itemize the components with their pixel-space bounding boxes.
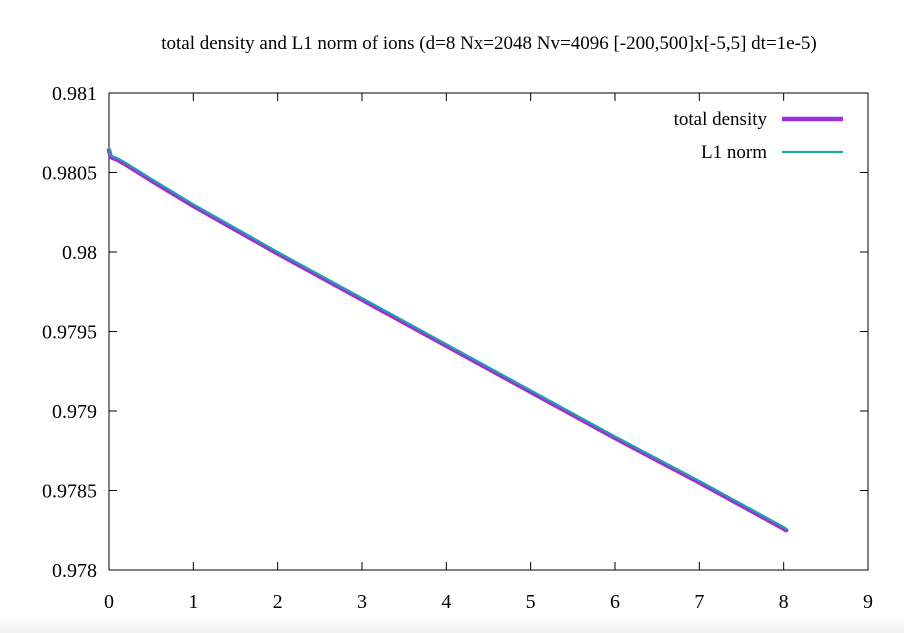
plot-area: 0 1 2 3 4 5 6 7 8 9 0.978 0.9785 0.979 0.9795 0.98 0.98…	[42, 83, 873, 613]
x-tick-label: 0	[104, 591, 114, 613]
x-tick-label: 7	[694, 591, 704, 613]
y-tick-label: 0.9805	[42, 163, 97, 185]
legend: total density L1 norm	[674, 109, 843, 163]
legend-label-l1-norm: L1 norm	[701, 142, 767, 163]
y-tick-label: 0.978	[52, 560, 97, 582]
chart-title: total density and L1 norm of ions (d=8 N…	[161, 33, 817, 54]
y-tick-label: 0.9785	[42, 481, 97, 503]
series-line-l1-norm	[107, 147, 788, 530]
x-tick-label: 8	[779, 591, 789, 613]
y-tick-label: 0.981	[52, 83, 97, 105]
line-chart: total density and L1 norm of ions (d=8 N…	[42, 33, 873, 613]
x-tick-label: 3	[357, 591, 367, 613]
series-line-total-density	[106, 147, 789, 533]
x-tick-label: 9	[863, 591, 873, 613]
y-tick-label: 0.98	[62, 242, 97, 264]
x-tick-label: 6	[610, 591, 620, 613]
x-tick-label: 2	[273, 591, 283, 613]
x-tick-label: 1	[188, 591, 198, 613]
x-tick-label: 5	[526, 591, 536, 613]
window-bottom-edge	[0, 615, 904, 633]
y-tick-label: 0.979	[52, 401, 97, 423]
y-tick-label: 0.9795	[42, 322, 97, 344]
x-tick-label: 4	[441, 591, 451, 613]
legend-label-total-density: total density	[674, 109, 768, 130]
plot-frame	[108, 92, 869, 571]
